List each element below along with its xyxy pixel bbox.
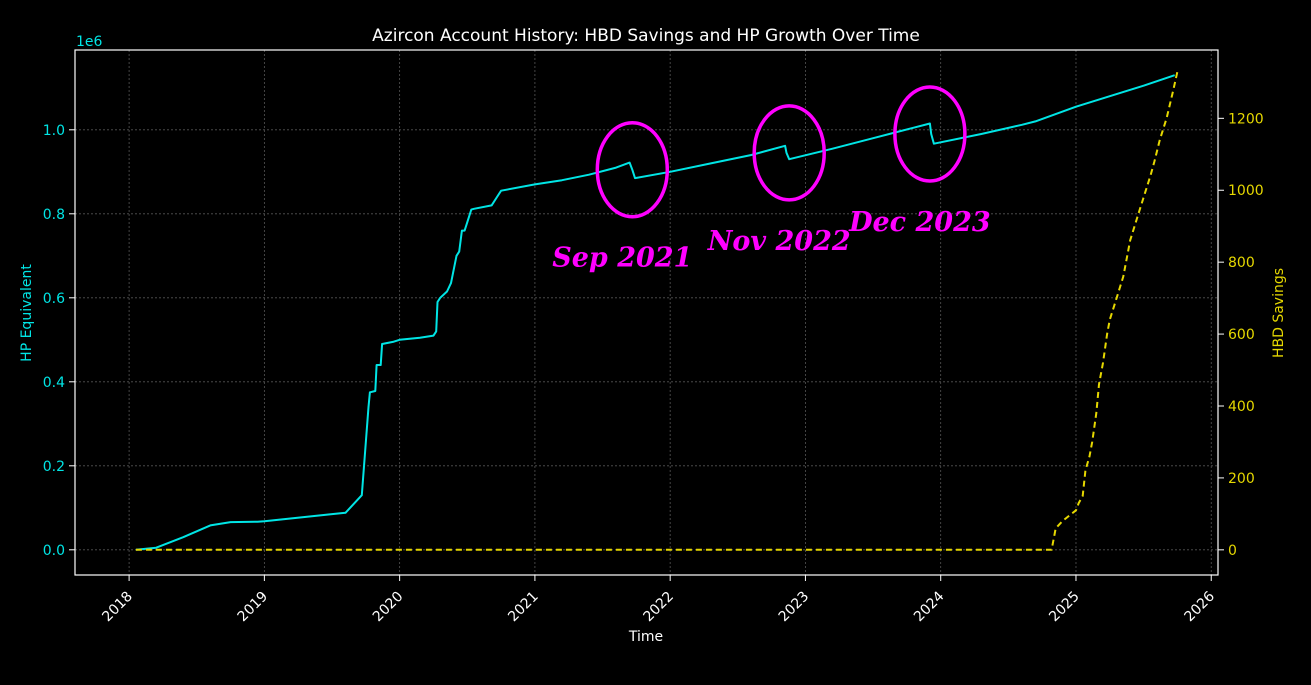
series-layer — [135, 71, 1179, 551]
y-axis-label-right: HBD Savings — [1271, 268, 1287, 358]
hp-series-line — [135, 74, 1176, 551]
y-left-tick-label: 1.0 — [43, 123, 65, 139]
y-left-tick-label: 0.8 — [43, 207, 65, 223]
y-right-tick-label: 600 — [1228, 327, 1255, 343]
x-axis-label: Time — [628, 629, 663, 645]
y-right-tick-label: 1200 — [1228, 111, 1264, 127]
left-scale-label: 1e6 — [76, 34, 103, 50]
annotation-circle — [595, 120, 670, 219]
y-left-tick-label: 0.2 — [43, 459, 65, 475]
plot-frame — [74, 49, 1219, 576]
annotation-circle — [752, 104, 826, 202]
y-left-tick-label: 0.0 — [43, 543, 65, 559]
chart-title: Azircon Account History: HBD Savings and… — [372, 26, 920, 46]
y-left-tick-label: 0.6 — [43, 291, 65, 307]
annotation-label: Nov 2022 — [707, 226, 851, 257]
y-right-tick-label: 200 — [1228, 471, 1255, 487]
y-right-tick-label: 400 — [1228, 399, 1255, 415]
y-left-tick-label: 0.4 — [43, 375, 65, 391]
y-right-tick-label: 1000 — [1228, 183, 1264, 199]
hbd-series-line — [135, 71, 1179, 551]
y-axis-label-left: HP Equivalent — [19, 264, 35, 362]
annotation-circle — [893, 85, 967, 183]
y-right-tick-label: 0 — [1228, 543, 1237, 559]
y-right-tick-label: 800 — [1228, 255, 1255, 271]
annotation-label: Dec 2023 — [848, 207, 991, 238]
annotation-label: Sep 2021 — [552, 243, 692, 274]
